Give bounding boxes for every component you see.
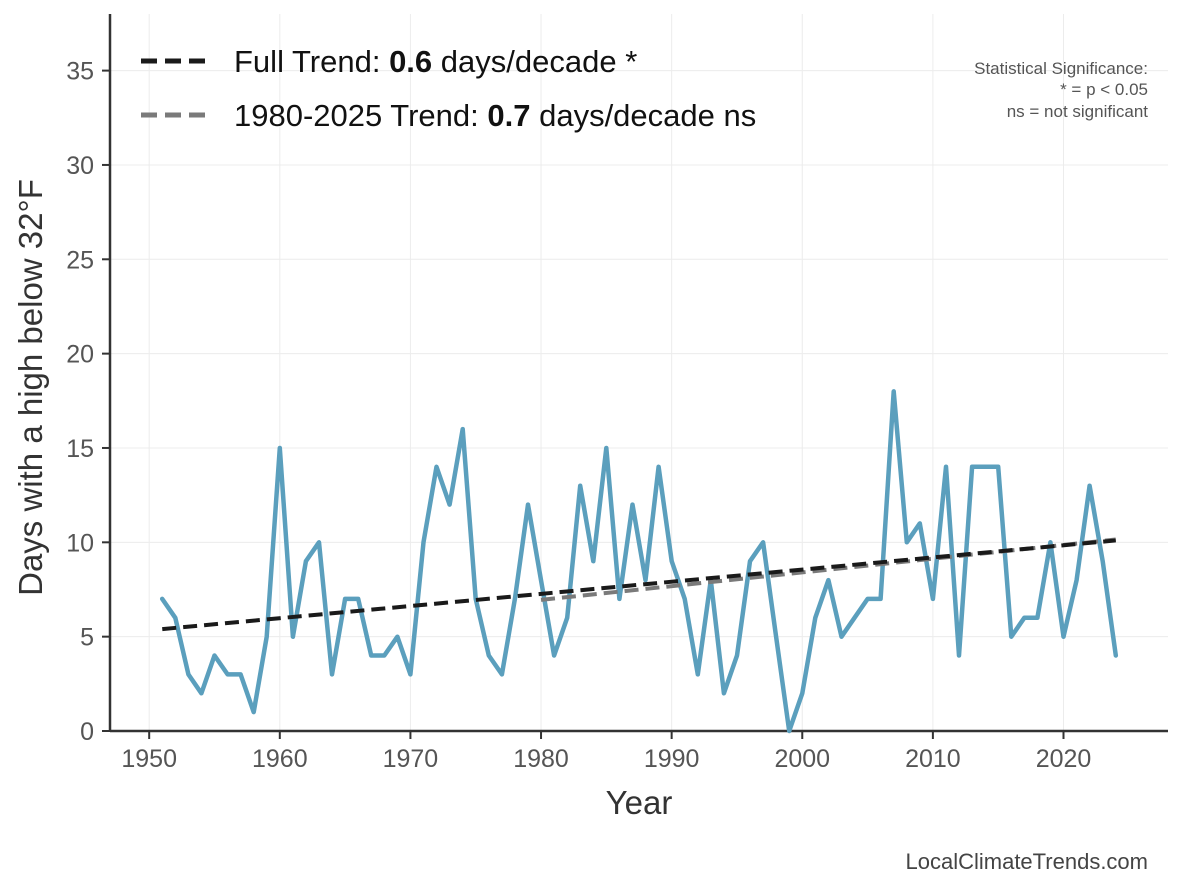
significance-note: Statistical Significance: * = p < 0.05 n…: [974, 59, 1148, 121]
legend-entry: Full Trend: 0.6 days/decade *: [234, 44, 637, 79]
x-tick-label: 1970: [383, 745, 439, 773]
legend-suffix: days/decade ns: [530, 98, 756, 133]
trend-line-full: [162, 538, 1116, 632]
legend-prefix: 1980-2025 Trend:: [234, 98, 487, 133]
x-tick-label: 1960: [252, 745, 308, 773]
legend-value: 0.6: [389, 44, 432, 79]
legend-suffix: days/decade *: [432, 44, 637, 79]
x-ticks: 1950 1960 1970 1980 1990 2000 2010 2020: [121, 731, 1091, 773]
series-line: [159, 389, 1119, 734]
y-ticks: 0 5 10 15 20 25 30 35: [66, 58, 110, 746]
trend-line-1980-2025: [540, 537, 1116, 602]
y-tick-label: 10: [66, 529, 94, 557]
legend: Full Trend: 0.6 days/decade * 1980-2025 T…: [141, 44, 756, 133]
y-tick-label: 25: [66, 246, 94, 274]
y-tick-label: 5: [80, 624, 94, 652]
axes: [108, 14, 1168, 733]
y-tick-label: 30: [66, 152, 94, 180]
significance-title: Statistical Significance:: [974, 59, 1148, 78]
x-axis-label: Year: [606, 784, 673, 821]
x-tick-label: 2010: [905, 745, 961, 773]
trend-layer: [162, 537, 1116, 632]
x-tick-label: 1980: [513, 745, 569, 773]
y-tick-label: 20: [66, 341, 94, 369]
x-tick-label: 2000: [774, 745, 830, 773]
series-layer: [159, 389, 1119, 734]
legend-prefix: Full Trend:: [234, 44, 389, 79]
y-tick-label: 0: [80, 718, 94, 746]
significance-line-1: * = p < 0.05: [1060, 80, 1148, 99]
y-tick-label: 35: [66, 58, 94, 86]
y-tick-label: 15: [66, 435, 94, 463]
x-tick-label: 1950: [121, 745, 177, 773]
legend-value: 0.7: [487, 98, 530, 133]
x-tick-label: 1990: [644, 745, 700, 773]
y-axis-label: Days with a high below 32°F: [12, 179, 49, 596]
legend-entry: 1980-2025 Trend: 0.7 days/decade ns: [234, 98, 756, 133]
significance-line-2: ns = not significant: [1007, 102, 1149, 121]
x-tick-label: 2020: [1036, 745, 1092, 773]
source-credit: LocalClimateTrends.com: [906, 849, 1149, 874]
